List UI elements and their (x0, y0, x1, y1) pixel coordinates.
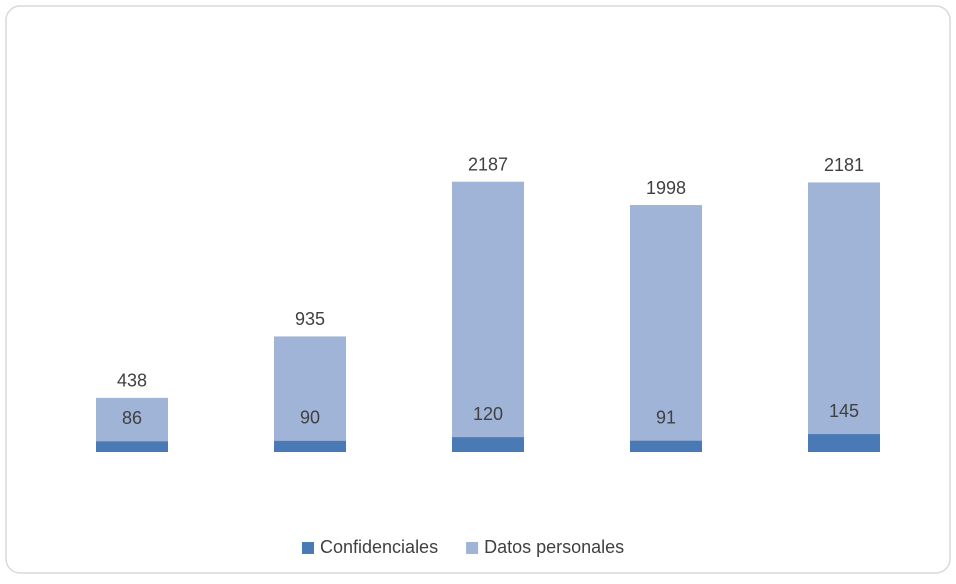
data-label: 90 (300, 408, 320, 428)
data-label: 2187 (468, 154, 508, 174)
data-label: 935 (295, 309, 325, 329)
data-label: 1998 (646, 178, 686, 198)
legend-swatch (302, 542, 314, 554)
data-label: 145 (829, 401, 859, 421)
bar (630, 205, 702, 452)
data-label: 438 (117, 371, 147, 391)
legend-label: Confidenciales (320, 537, 438, 557)
bar (96, 441, 168, 452)
bar (274, 440, 346, 452)
bar (274, 336, 346, 452)
data-label: 91 (656, 408, 676, 428)
bar (630, 440, 702, 452)
legend-label: Datos personales (484, 537, 624, 557)
data-label: 120 (473, 404, 503, 424)
data-label: 86 (122, 408, 142, 428)
data-label: 2181 (824, 155, 864, 175)
bar (808, 182, 880, 452)
bar (452, 181, 524, 452)
bar (808, 434, 880, 452)
legend-swatch (466, 542, 479, 554)
bar (452, 437, 524, 452)
